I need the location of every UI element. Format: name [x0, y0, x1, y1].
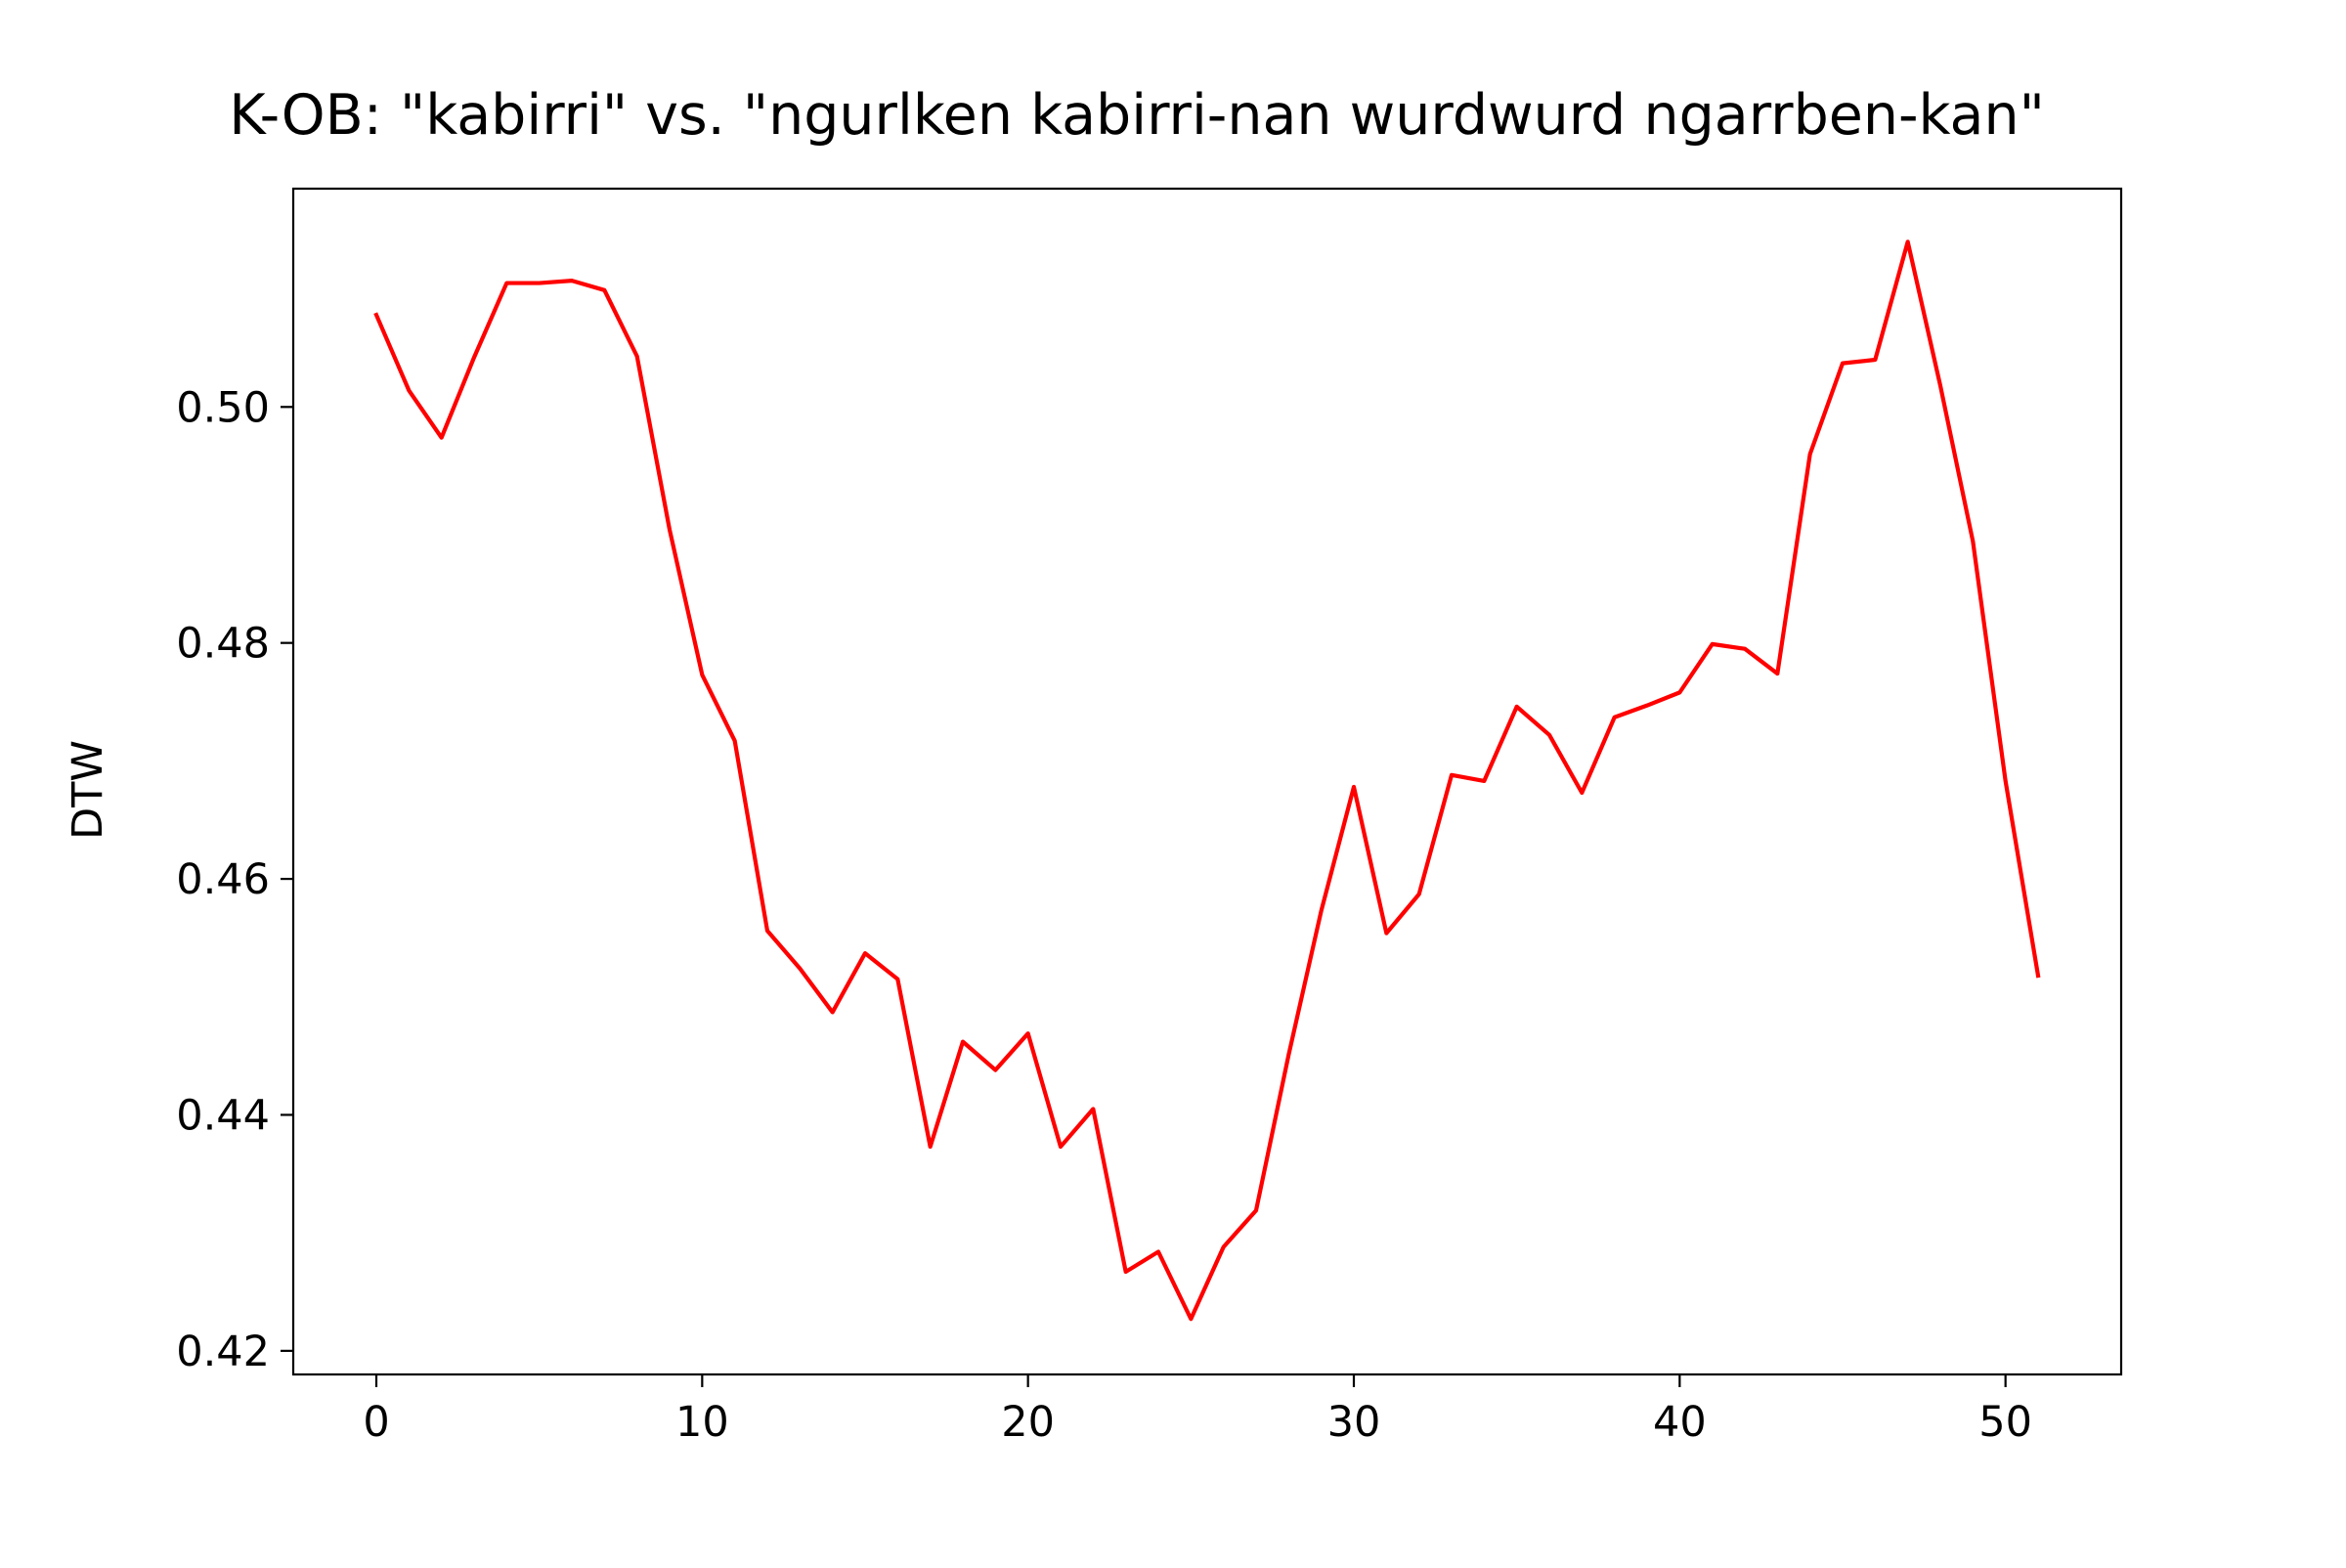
series-line-0 — [373, 240, 2041, 1322]
y-tick-label: 0.48 — [176, 620, 270, 669]
x-tick-label: 40 — [1653, 1398, 1707, 1447]
y-tick-label: 0.46 — [176, 855, 270, 904]
x-tick-label: 30 — [1327, 1398, 1381, 1447]
y-axis-label: DTW — [64, 740, 112, 840]
x-tick-label: 50 — [1978, 1398, 2032, 1447]
y-tick-label: 0.50 — [176, 383, 270, 432]
x-tick-label: 0 — [363, 1398, 389, 1447]
x-tick-label: 10 — [675, 1398, 729, 1447]
y-tick-label: 0.44 — [176, 1091, 270, 1140]
plot-frame — [291, 187, 2123, 1376]
x-tick-label: 20 — [1001, 1398, 1055, 1447]
y-tick-label: 0.42 — [176, 1328, 270, 1376]
chart-title: K-OB: "kabirri" vs. "ngurlken kabirri-na… — [229, 83, 2045, 148]
